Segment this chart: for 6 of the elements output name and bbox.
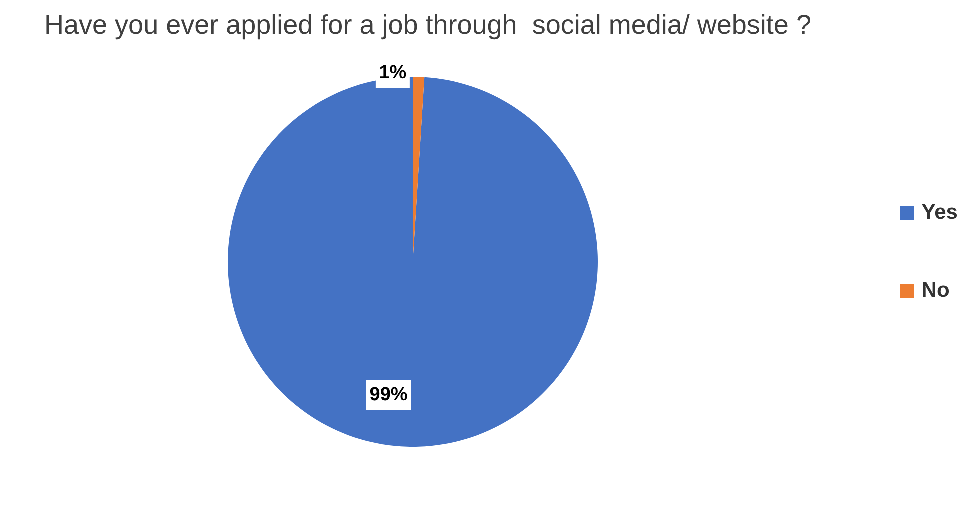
pie-slice (228, 77, 598, 447)
chart-title: Have you ever applied for a job through social media/ website ? (44, 9, 812, 42)
data-label: 99% (370, 384, 408, 406)
data-label: 1% (379, 62, 407, 84)
legend-label: No (920, 279, 951, 303)
legend-label: Yes (920, 201, 958, 225)
